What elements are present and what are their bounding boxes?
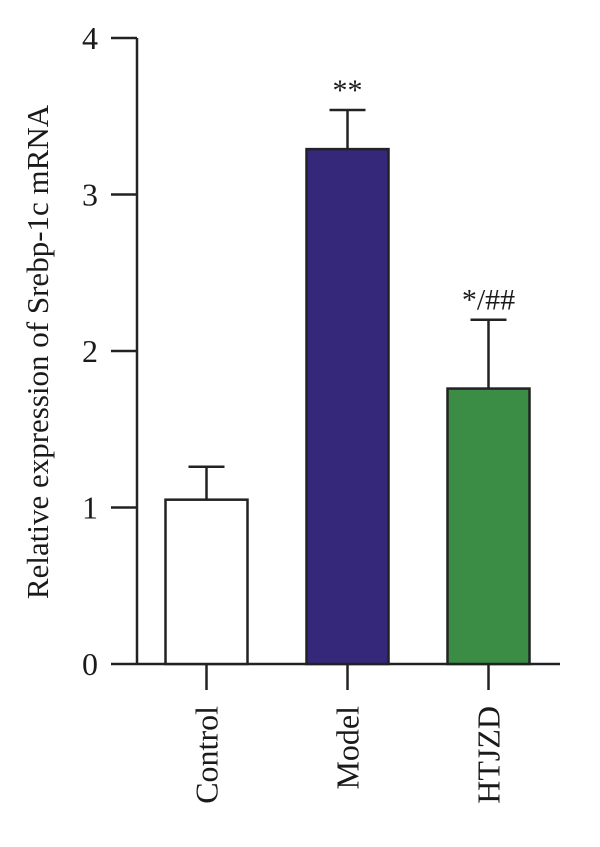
bar-control (164, 498, 249, 666)
y-tick-label: 2 (82, 333, 98, 369)
bars: ** */## (164, 74, 531, 666)
y-axis-label: Relative expression of Srebp-1c mRNA (20, 104, 55, 599)
bar-model (305, 147, 390, 666)
y-tick-label: 4 (82, 20, 98, 56)
axes: 0 1 2 3 4 Control Model HTJZD (82, 20, 560, 804)
significance-label: */## (462, 284, 515, 317)
bar-htjzd (446, 387, 531, 666)
y-tick-label: 1 (82, 490, 98, 526)
y-tick-label: 0 (82, 646, 98, 682)
y-tick-label: 3 (82, 177, 98, 213)
x-tick-label: Model (330, 706, 366, 790)
x-tick-label: Control (189, 706, 225, 804)
significance-label: ** (333, 74, 363, 107)
x-tick-label: HTJZD (471, 706, 507, 804)
